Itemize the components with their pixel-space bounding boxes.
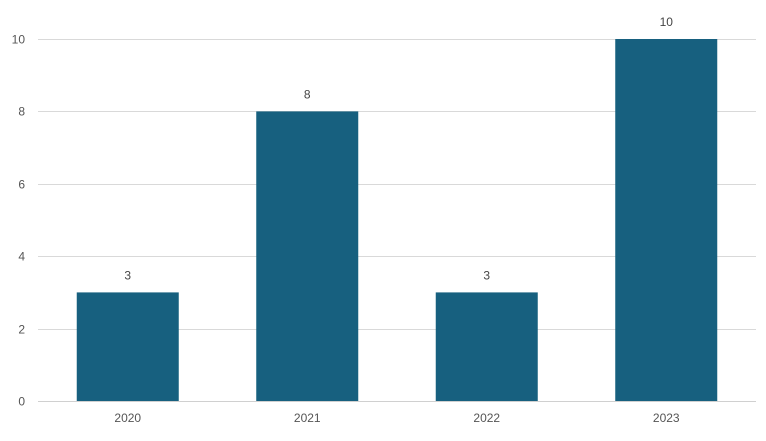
- y-tick-label: 0: [18, 395, 25, 409]
- data-labels: 3 8 3 10: [124, 15, 673, 282]
- y-tick-label: 8: [18, 105, 25, 119]
- x-tick-label: 2020: [114, 411, 141, 425]
- bars: [76, 39, 718, 402]
- bar-2022: [435, 292, 538, 401]
- y-tick-label: 6: [18, 178, 25, 192]
- x-tick-label: 2021: [294, 411, 321, 425]
- data-label-2021: 8: [304, 87, 311, 101]
- y-tick-label: 10: [12, 33, 26, 47]
- bar-2021: [256, 111, 359, 402]
- x-tick-label: 2022: [473, 411, 500, 425]
- y-tick-label: 2: [18, 323, 25, 337]
- y-tick-label: 4: [18, 250, 25, 264]
- data-label-2022: 3: [483, 268, 490, 282]
- x-axis: 2020 2021 2022 2023: [114, 411, 680, 425]
- y-axis: 0 2 4 6 8 10: [12, 33, 26, 409]
- x-tick-label: 2023: [653, 411, 680, 425]
- data-label-2023: 10: [660, 15, 674, 29]
- bar-2020: [76, 292, 179, 401]
- bar-2023: [615, 39, 718, 401]
- data-label-2020: 3: [124, 268, 131, 282]
